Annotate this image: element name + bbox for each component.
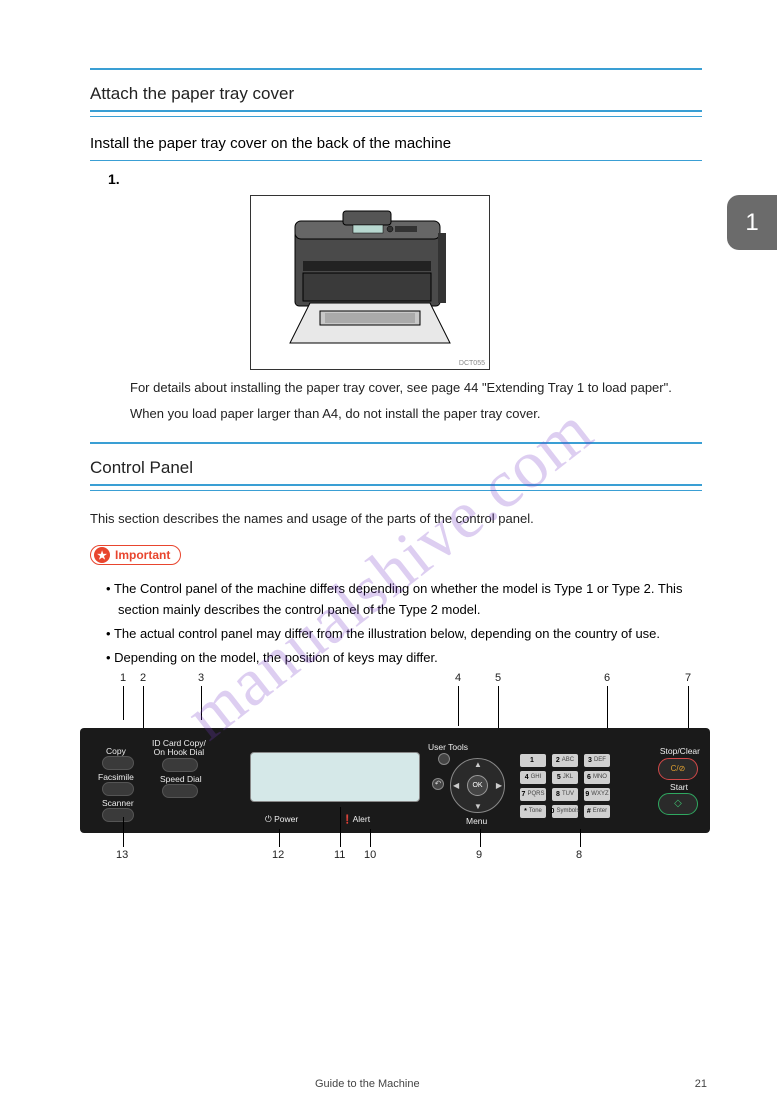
callout-line: [580, 829, 581, 847]
copy-label: Copy: [106, 746, 126, 756]
speeddial-label: Speed Dial: [160, 774, 202, 784]
callout-10: 10: [364, 849, 376, 861]
copy-button[interactable]: [102, 756, 134, 770]
important-label: Important: [115, 548, 170, 562]
section-heading-attach: Attach the paper tray cover: [90, 84, 702, 104]
stopclear-button[interactable]: C/⊘: [658, 758, 698, 780]
section-heading-control-panel: Control Panel: [90, 458, 702, 478]
callout-5: 5: [495, 672, 501, 684]
bullet-item: The actual control panel may differ from…: [118, 624, 702, 644]
callout-11: 11: [334, 849, 345, 861]
star-icon: ★: [94, 547, 110, 563]
divider: [90, 484, 702, 491]
callout-line: [607, 686, 608, 730]
callout-9: 9: [476, 849, 482, 861]
intro-text: This section describes the names and usa…: [90, 509, 702, 529]
idcard-label: ID Card Copy/ On Hook Dial: [152, 739, 206, 758]
numkey-*[interactable]: *Tone: [520, 805, 546, 818]
control-panel-illustration: Copy Facsimile Scanner ID Card Copy/ On …: [80, 728, 710, 833]
idcard-button[interactable]: [162, 758, 198, 772]
callout-12: 12: [272, 849, 284, 861]
numkey-2[interactable]: 2ABC: [552, 754, 578, 767]
facsimile-label: Facsimile: [98, 772, 134, 782]
numkey-3[interactable]: 3DEF: [584, 754, 610, 767]
alert-label: ❗Alert: [342, 814, 370, 825]
callout-line: [370, 829, 371, 847]
numkey-0[interactable]: 0Symbols: [552, 805, 578, 818]
callout-line: [279, 829, 280, 847]
body-text: For details about installing the paper t…: [130, 378, 702, 398]
printer-illustration: DCT055: [250, 195, 490, 370]
numkey-8[interactable]: 8TUV: [552, 788, 578, 801]
callout-line: [688, 686, 689, 730]
divider: [90, 442, 702, 444]
numkey-1[interactable]: 1: [520, 754, 546, 767]
callout-6: 6: [604, 672, 610, 684]
numkey-4[interactable]: 4GHI: [520, 771, 546, 784]
scanner-button[interactable]: [102, 808, 134, 822]
ok-button[interactable]: OK: [467, 775, 488, 796]
numkey-7[interactable]: 7PQRS: [520, 788, 546, 801]
facsimile-button[interactable]: [102, 782, 134, 796]
divider: [90, 68, 702, 70]
power-label: ⏻ Power: [265, 814, 298, 825]
callout-2: 2: [140, 672, 146, 684]
usertools-button[interactable]: [438, 753, 450, 765]
callout-8: 8: [576, 849, 582, 861]
callout-13: 13: [116, 849, 128, 861]
subtitle-install-cover: Install the paper tray cover on the back…: [90, 135, 702, 152]
lcd-display: [250, 752, 420, 802]
footer-ref: Guide to the Machine: [315, 1078, 420, 1090]
important-badge: ★ Important: [90, 545, 181, 565]
menu-label: Menu: [466, 816, 487, 826]
stopclear-label: Stop/Clear: [660, 746, 700, 756]
callout-line: [458, 686, 459, 726]
start-button[interactable]: ◇: [658, 793, 698, 815]
callout-line: [480, 829, 481, 847]
divider: [90, 110, 702, 117]
start-label: Start: [670, 782, 688, 792]
bullet-item: Depending on the model, the position of …: [118, 648, 702, 668]
body-text: When you load paper larger than A4, do n…: [130, 404, 702, 424]
numkey-9[interactable]: 9WXYZ: [584, 788, 610, 801]
back-button[interactable]: ↶: [432, 778, 444, 790]
callout-1: 1: [120, 672, 126, 684]
divider: [90, 160, 702, 161]
bullet-item: The Control panel of the machine differs…: [118, 579, 702, 619]
scanner-label: Scanner: [102, 798, 134, 808]
speeddial-button[interactable]: [162, 784, 198, 798]
numkey-#[interactable]: #Enter: [584, 805, 610, 818]
callout-line: [123, 817, 124, 847]
callout-4: 4: [455, 672, 461, 684]
callout-line: [123, 686, 124, 720]
step-number: 1.: [108, 171, 702, 187]
page-number: 21: [695, 1078, 707, 1090]
callout-7: 7: [685, 672, 691, 684]
illustration-code: DCT055: [459, 360, 485, 367]
callout-line: [340, 807, 341, 847]
printer-svg: [265, 203, 475, 363]
callout-line: [201, 686, 202, 720]
usertools-label: User Tools: [428, 742, 468, 752]
callout-3: 3: [198, 672, 204, 684]
numkey-5[interactable]: 5JKL: [552, 771, 578, 784]
dpad[interactable]: OK ▲ ▼ ◀ ▶: [450, 758, 505, 813]
numkey-6[interactable]: 6MNO: [584, 771, 610, 784]
